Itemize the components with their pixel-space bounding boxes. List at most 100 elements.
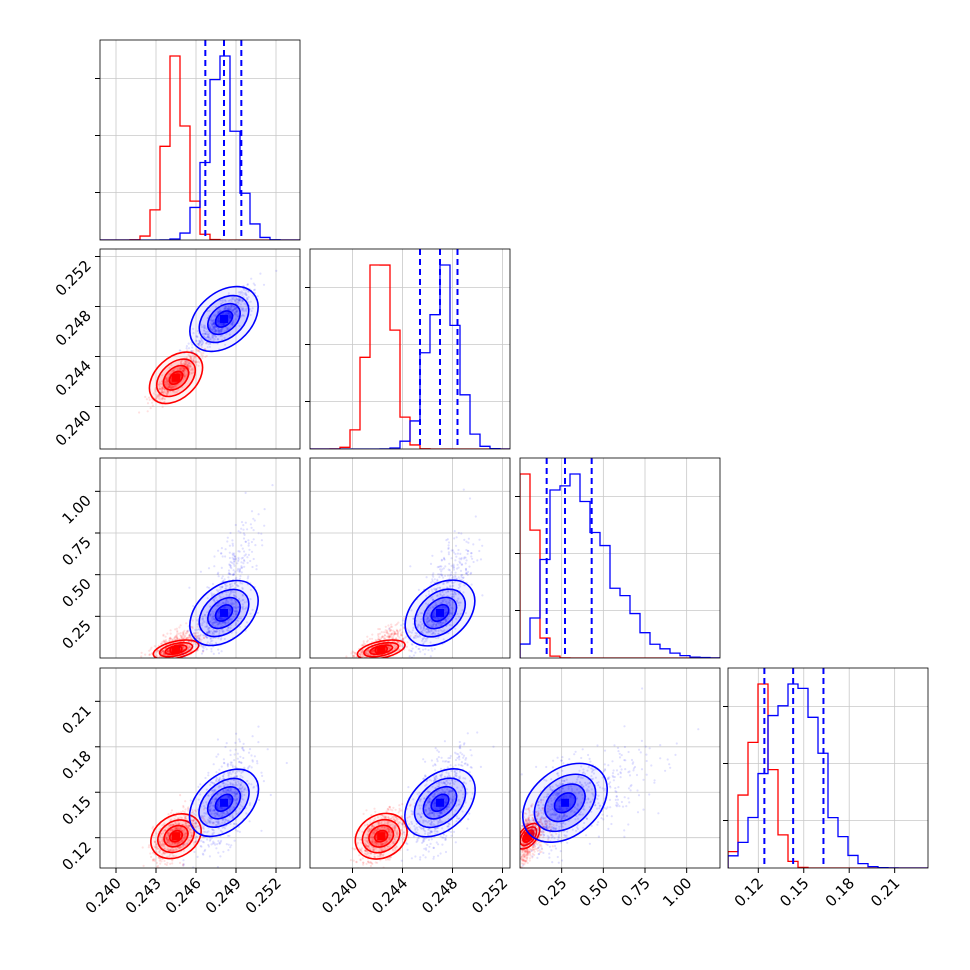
scatter-point (216, 599, 219, 602)
scatter-point (198, 340, 201, 343)
scatter-point (186, 362, 189, 365)
scatter-point (165, 659, 167, 661)
scatter-point (476, 559, 479, 562)
scatter-point (424, 602, 428, 605)
scatter-point (240, 557, 243, 560)
scatter-point (218, 310, 221, 313)
scatter-point (190, 640, 193, 643)
scatter-point (450, 557, 453, 560)
scatter-point (213, 565, 216, 568)
scatter-point (241, 313, 245, 317)
scatter-point (457, 548, 460, 552)
scatter-point (393, 630, 396, 634)
scatter-point (197, 350, 200, 353)
scatter-point (183, 374, 186, 377)
scatter-point (451, 581, 454, 585)
scatter-point (453, 530, 456, 533)
scatter-point (211, 610, 214, 613)
scatter-point (359, 653, 362, 656)
scatter-point (221, 630, 224, 634)
scatter-point (166, 392, 169, 395)
scatter-point (358, 652, 361, 656)
scatter-point (251, 435, 253, 437)
scatter-point (221, 601, 224, 604)
scatter-point (443, 558, 446, 561)
scatter-point (187, 640, 190, 643)
scatter-point (390, 632, 393, 635)
scatter-point (271, 484, 274, 487)
scatter-point (403, 617, 406, 620)
scatter-point (171, 385, 174, 388)
scatter-point (213, 555, 216, 558)
scatter-point (226, 621, 229, 625)
scatter-point (175, 634, 178, 637)
scatter-point (203, 327, 206, 330)
scatter-point (236, 757, 239, 760)
scatter-point (191, 625, 194, 629)
scatter-point (176, 636, 179, 640)
scatter-point (383, 634, 386, 637)
scatter-point (209, 337, 212, 341)
scatter-point (370, 650, 374, 653)
scatter-point (207, 631, 210, 634)
scatter-point (227, 299, 230, 302)
scatter-point (352, 654, 355, 658)
scatter-point (223, 307, 226, 310)
scatter-point (396, 640, 399, 644)
scatter-point (211, 618, 214, 622)
scatter-point (211, 328, 214, 331)
scatter-point (206, 309, 209, 313)
scatter-point (232, 569, 235, 572)
scatter-point (439, 629, 442, 632)
scatter-point (431, 554, 434, 557)
scatter-point (478, 538, 481, 541)
scatter-point (186, 842, 189, 845)
scatter-point (158, 387, 161, 390)
scatter-point (229, 585, 232, 588)
scatter-point (162, 639, 166, 642)
scatter-point (235, 313, 238, 316)
scatter-point (158, 387, 161, 390)
scatter-point (182, 366, 186, 370)
scatter-point (181, 653, 184, 656)
scatter-point (234, 587, 237, 590)
scatter-point (188, 586, 191, 589)
scatter-point (212, 330, 215, 333)
scatter-point (241, 608, 244, 611)
scatter-point (161, 650, 164, 653)
scatter-point (394, 647, 397, 650)
scatter-point (220, 331, 223, 334)
scatter-point (183, 636, 186, 639)
scatter-point (240, 527, 243, 530)
scatter-point (165, 378, 168, 381)
scatter-point (187, 353, 190, 357)
scatter-point (238, 625, 241, 628)
panel-3-0: 0.2400.2430.2460.2490.2520.120.150.180.2… (58, 667, 301, 917)
scatter-point (432, 623, 435, 626)
scatter-point (191, 369, 194, 372)
scatter-point (189, 363, 192, 366)
scatter-point (454, 559, 457, 562)
scatter-point (181, 370, 185, 373)
scatter-point (427, 619, 431, 623)
scatter-point (196, 631, 199, 635)
scatter-point (419, 620, 422, 624)
scatter-point (409, 659, 411, 661)
scatter-point (182, 637, 185, 640)
scatter-point (221, 328, 224, 331)
scatter-point (207, 336, 210, 339)
scatter-point (162, 651, 165, 654)
scatter-point (251, 608, 254, 611)
scatter-point (186, 363, 189, 366)
scatter-point (212, 326, 215, 329)
scatter-point (156, 649, 159, 652)
scatter-point (196, 623, 199, 626)
scatter-point (165, 378, 168, 381)
scatter-point (361, 644, 364, 647)
scatter-point (397, 630, 400, 634)
scatter-point (159, 398, 162, 401)
scatter-point (361, 655, 364, 658)
scatter-point (226, 600, 229, 604)
scatter-point (242, 598, 245, 601)
scatter-point (252, 529, 255, 532)
